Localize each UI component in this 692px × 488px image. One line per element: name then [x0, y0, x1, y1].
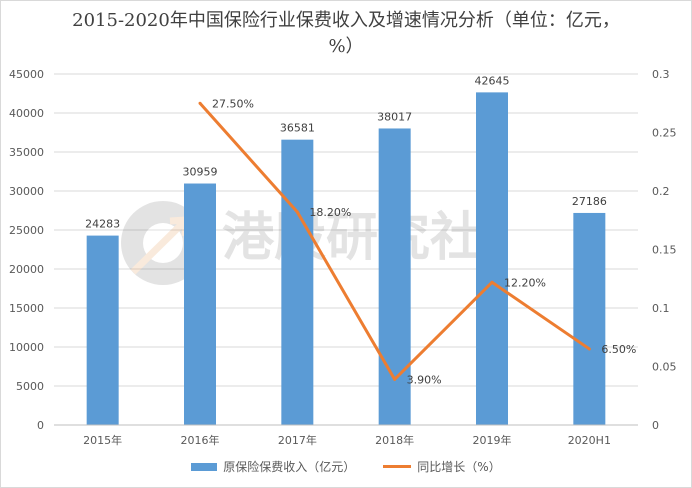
y-left-tick-label: 20000: [9, 263, 44, 276]
bar: [476, 92, 508, 425]
watermark: 港股研究社: [121, 201, 482, 285]
growth-point: [198, 101, 202, 105]
y-left-tick-label: 45000: [9, 68, 44, 81]
bar-value-label: 30959: [183, 166, 218, 179]
y-left-tick-label: 25000: [9, 224, 44, 237]
growth-value-label: 12.20%: [504, 276, 546, 289]
bar: [281, 139, 314, 425]
growth-point: [587, 347, 591, 351]
y-right-tick-label: 0.25: [652, 127, 677, 140]
axes: 0 5000 10000 15000 20000 25000 30000 35000 40000…: [9, 68, 677, 447]
bar: [573, 212, 606, 425]
line-series: 27.50% 18.20% 3.90% 12.20% 6.50%: [198, 97, 636, 386]
y-left-tick-label: 30000: [9, 185, 44, 198]
growth-value-label: 18.20%: [309, 206, 351, 219]
x-tick-label: 2015年: [83, 433, 122, 447]
x-tick-label: 2017年: [278, 433, 317, 447]
legend-label-line: 同比增长（%）: [417, 460, 501, 474]
legend-swatch-bar: [191, 462, 218, 471]
growth-point: [393, 377, 397, 381]
bar: [378, 128, 411, 425]
growth-value-label: 27.50%: [212, 97, 254, 110]
y-left-tick-label: 0: [37, 419, 44, 432]
y-right-tick-label: 0.3: [652, 68, 670, 81]
bar: [184, 183, 216, 425]
gridlines: [54, 73, 638, 387]
y-right-tick-label: 0.05: [652, 361, 677, 374]
growth-point: [490, 280, 494, 284]
y-right-tick-label: 0: [652, 419, 659, 432]
watermark-text: 港股研究社: [222, 208, 482, 268]
x-tick-label: 2020H1: [568, 434, 611, 447]
x-tick-label: 2019年: [473, 433, 512, 447]
bar: [86, 235, 119, 425]
legend-label-bars: 原保险保费收入（亿元）: [223, 460, 356, 474]
bar-value-label: 36581: [280, 122, 315, 135]
chart-title: 2015-2020年中国保险行业保费收入及增速情况分析（单位：亿元，%）: [72, 10, 620, 57]
bar-value-label: 24283: [85, 218, 120, 231]
growth-value-label: 3.90%: [407, 373, 442, 386]
bar-value-label: 42645: [475, 74, 510, 87]
bar-value-label: 38017: [377, 110, 412, 123]
y-right-tick-label: 0.1: [652, 302, 670, 315]
y-left-tick-label: 35000: [9, 146, 44, 159]
growth-value-label: 6.50%: [601, 343, 636, 356]
x-tick-label: 2016年: [181, 433, 220, 447]
y-right-tick-label: 0.15: [652, 244, 677, 257]
y-left-tick-label: 40000: [9, 107, 44, 120]
y-left-tick-label: 5000: [16, 380, 44, 393]
legend-item-line: 同比增长（%）: [383, 458, 501, 475]
y-right-tick-label: 0.2: [652, 185, 670, 198]
y-left-tick-label: 15000: [9, 302, 44, 315]
y-left-tick-label: 10000: [9, 341, 44, 354]
x-tick-label: 2018年: [375, 433, 414, 447]
legend: 原保险保费收入（亿元） 同比增长（%）: [0, 458, 692, 475]
bar-value-label: 27186: [572, 195, 607, 208]
legend-swatch-line: [383, 465, 412, 468]
growth-point: [295, 210, 299, 214]
bar-series: 24283 30959 36581 38017 42645 27186: [85, 74, 607, 425]
legend-item-bars: 原保险保费收入（亿元）: [191, 458, 355, 475]
